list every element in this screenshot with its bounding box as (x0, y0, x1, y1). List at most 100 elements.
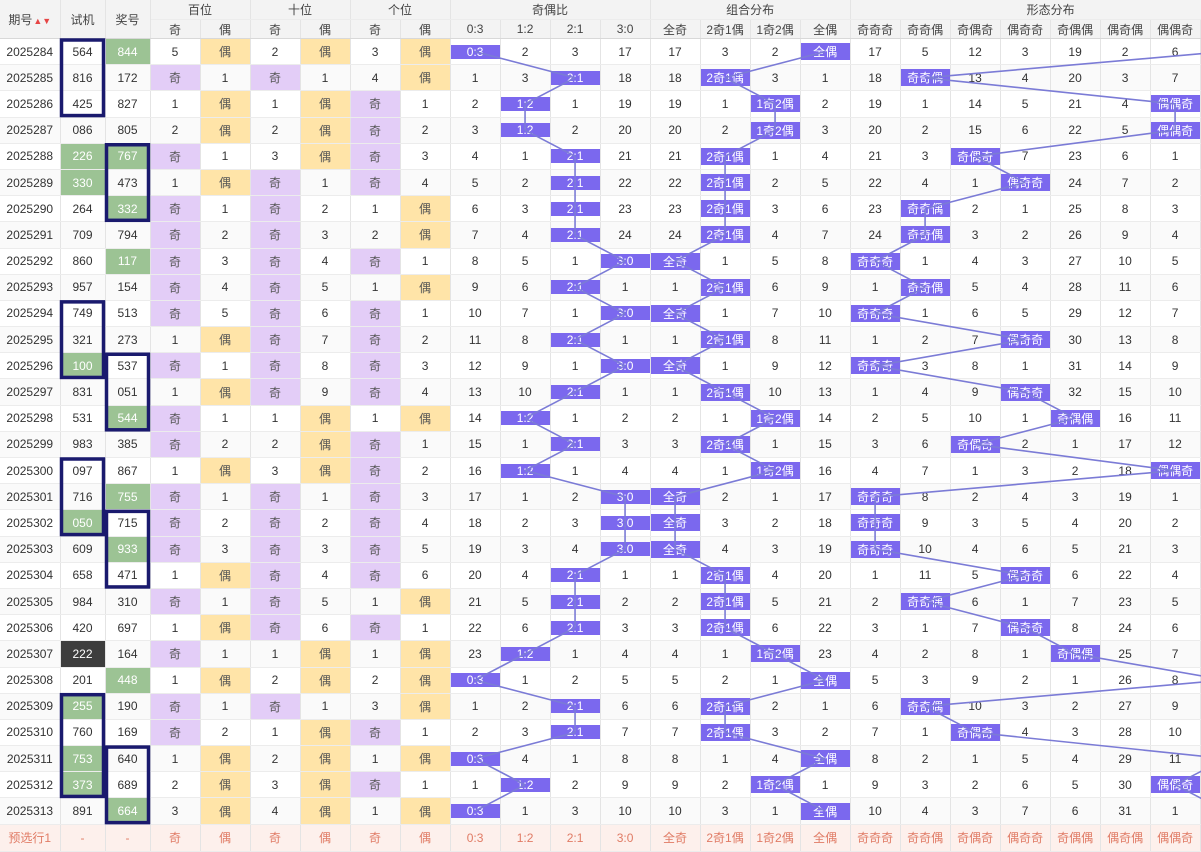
pattern-cell: 2 (1050, 693, 1100, 719)
preset-option-cell[interactable]: 2:1 (550, 824, 600, 851)
ratio-hit-marker: 2:1 (551, 621, 600, 635)
odd-cell: 奇 (150, 588, 200, 614)
pattern-cell: 5 (950, 274, 1000, 300)
odd-cell: 1 (250, 405, 300, 431)
even-cell: 1 (200, 353, 250, 379)
preset-option-cell[interactable]: 偶奇偶 (1100, 824, 1150, 851)
combo-cell: 7 (650, 719, 700, 745)
odd-cell: 2 (350, 222, 400, 248)
preset-option-cell[interactable]: 全奇 (650, 824, 700, 851)
preset-option-cell[interactable]: 奇奇奇 (850, 824, 900, 851)
sort-arrow-icon[interactable]: ▲▼ (33, 16, 51, 26)
trial-cell: 891 (60, 798, 105, 824)
combo-cell: 17 (650, 39, 700, 65)
preset-option-cell[interactable]: 2奇1偶 (700, 824, 750, 851)
ratio-cell: 2:1 (550, 274, 600, 300)
pattern-cell: 偶偶奇 (1150, 91, 1200, 117)
pattern-cell: 3 (850, 615, 900, 641)
pattern-cell: 4 (1000, 274, 1050, 300)
ratio-hit-marker: 2:1 (551, 725, 600, 739)
period-cell: 2025301 (0, 484, 60, 510)
preset-option-cell[interactable]: 1:2 (500, 824, 550, 851)
pattern-cell: 25 (1100, 641, 1150, 667)
preset-option-cell[interactable]: 0:3 (450, 824, 500, 851)
even-cell: 1 (400, 431, 450, 457)
odd-cell: 1 (350, 196, 400, 222)
preset-option-cell[interactable]: 奇偶奇 (950, 824, 1000, 851)
preset-option-cell[interactable]: 奇奇偶 (900, 824, 950, 851)
odd-cell: 2 (250, 431, 300, 457)
draw-cell: 310 (105, 588, 150, 614)
period-cell: 2025285 (0, 65, 60, 91)
preset-option-cell[interactable]: 偶偶奇 (1150, 824, 1200, 851)
pattern-cell: 10 (950, 405, 1000, 431)
period-cell: 2025307 (0, 641, 60, 667)
trial-cell: 716 (60, 484, 105, 510)
ratio-cell: 5 (500, 248, 550, 274)
preset-option-cell[interactable]: 奇偶偶 (1050, 824, 1100, 851)
pattern-cell: 9 (1150, 693, 1200, 719)
preset-option-cell[interactable]: 3:0 (600, 824, 650, 851)
preset-option-cell[interactable]: 偶 (400, 824, 450, 851)
combo-cell: 6 (750, 615, 800, 641)
pattern-hit-marker: 偶偶奇 (1151, 776, 1200, 793)
even-cell: 偶 (200, 667, 250, 693)
preset-option-cell[interactable]: 奇 (350, 824, 400, 851)
preset-row-label[interactable]: 预选行1 (0, 824, 60, 851)
period-header[interactable]: 期号▲▼ (0, 0, 60, 39)
even-cell: 3 (300, 222, 350, 248)
pattern-cell: 2 (1000, 667, 1050, 693)
trial-cell: 321 (60, 327, 105, 353)
even-cell: 5 (200, 300, 250, 326)
ratio-hit-marker: 1:2 (501, 123, 550, 137)
preset-option-cell[interactable]: 偶 (200, 824, 250, 851)
pattern-cell: 6 (1050, 562, 1100, 588)
even-cell: 8 (300, 353, 350, 379)
preset-option-cell[interactable]: 1奇2偶 (750, 824, 800, 851)
pattern-cell: 3 (1000, 248, 1050, 274)
ratio-hit-marker: 1:2 (501, 411, 550, 425)
ratio-cell: 1 (500, 431, 550, 457)
draw-cell: 164 (105, 641, 150, 667)
pattern-cell: 1 (1000, 641, 1050, 667)
ratio-hit-marker: 3:0 (601, 516, 650, 530)
ratio-cell: 10 (450, 300, 500, 326)
pattern-cell: 27 (1100, 693, 1150, 719)
pattern-cell: 2 (950, 772, 1000, 798)
combo-cell: 2奇1偶 (700, 196, 750, 222)
pattern-cell: 2 (850, 588, 900, 614)
preset-option-cell[interactable]: 全偶 (800, 824, 850, 851)
preset-option-cell[interactable]: 偶奇奇 (1000, 824, 1050, 851)
ratio-hit-marker: 2:1 (551, 595, 600, 609)
combo-cell: 1 (700, 405, 750, 431)
even-cell: 偶 (200, 91, 250, 117)
preset-option-cell[interactable]: 奇 (250, 824, 300, 851)
combo-cell: 5 (800, 169, 850, 195)
combo-hit-marker: 2奇1偶 (701, 174, 750, 191)
even-cell: 偶 (400, 222, 450, 248)
ratio-cell: 10 (600, 798, 650, 824)
preset-option-cell[interactable]: 偶 (300, 824, 350, 851)
ratio-hit-marker: 0:3 (451, 752, 500, 766)
pattern-cell: 7 (1000, 798, 1050, 824)
combo-cell: 16 (800, 458, 850, 484)
hundreds-header: 百位 (150, 0, 250, 20)
combo-cell: 2 (750, 169, 800, 195)
odd-cell: 1 (150, 615, 200, 641)
pattern-cell: 24 (1050, 169, 1100, 195)
ratio-header: 奇偶比 (450, 0, 650, 20)
pattern-cell: 1 (1000, 196, 1050, 222)
pattern-cell: 7 (900, 458, 950, 484)
preset-option-cell[interactable]: 奇 (150, 824, 200, 851)
pattern-cell: 1 (900, 91, 950, 117)
ratio-col-header: 2:1 (550, 20, 600, 39)
combo-cell: 1 (700, 458, 750, 484)
ratio-hit-marker: 3:0 (601, 542, 650, 556)
pattern-hit-marker: 奇奇奇 (851, 541, 900, 558)
pattern-cell: 9 (900, 510, 950, 536)
odd-cell: 奇 (350, 169, 400, 195)
